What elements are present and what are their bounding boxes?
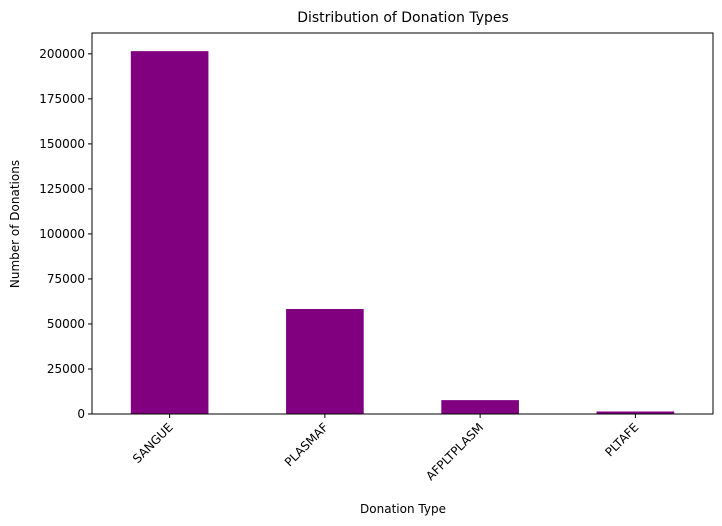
y-tick-label: 75000: [47, 272, 85, 286]
y-tick-label: 25000: [47, 362, 85, 376]
bar-afpltplasm: [441, 400, 519, 414]
x-axis-label: Donation Type: [360, 502, 446, 516]
x-tick-label: AFPLTPLASM: [423, 420, 486, 483]
y-tick-label: 200000: [39, 47, 85, 61]
x-tick-label: PLTAFE: [602, 420, 641, 459]
x-axis-ticks: SANGUE PLASMAF AFPLTPLASM PLTAFE: [130, 414, 641, 483]
y-tick-label: 100000: [39, 227, 85, 241]
y-axis-ticks: 0 25000 50000 75000 100000 125000 150000 175000…: [39, 47, 92, 421]
chart-title: Distribution of Donation Types: [297, 10, 509, 26]
y-tick-label: 150000: [39, 137, 85, 151]
y-tick-label: 175000: [39, 92, 85, 106]
x-tick-label: SANGUE: [130, 420, 176, 466]
y-tick-label: 0: [77, 407, 85, 421]
y-axis-label: Number of Donations: [8, 160, 22, 288]
y-tick-label: 125000: [39, 182, 85, 196]
bar-plasmaf: [286, 309, 364, 414]
bar-pltafe: [596, 411, 675, 414]
bar-sangue: [130, 51, 209, 415]
y-tick-label: 50000: [47, 317, 85, 331]
x-tick-label: PLASMAF: [282, 420, 331, 469]
plot-area-frame: [91, 32, 714, 415]
bars-group: [130, 51, 675, 415]
